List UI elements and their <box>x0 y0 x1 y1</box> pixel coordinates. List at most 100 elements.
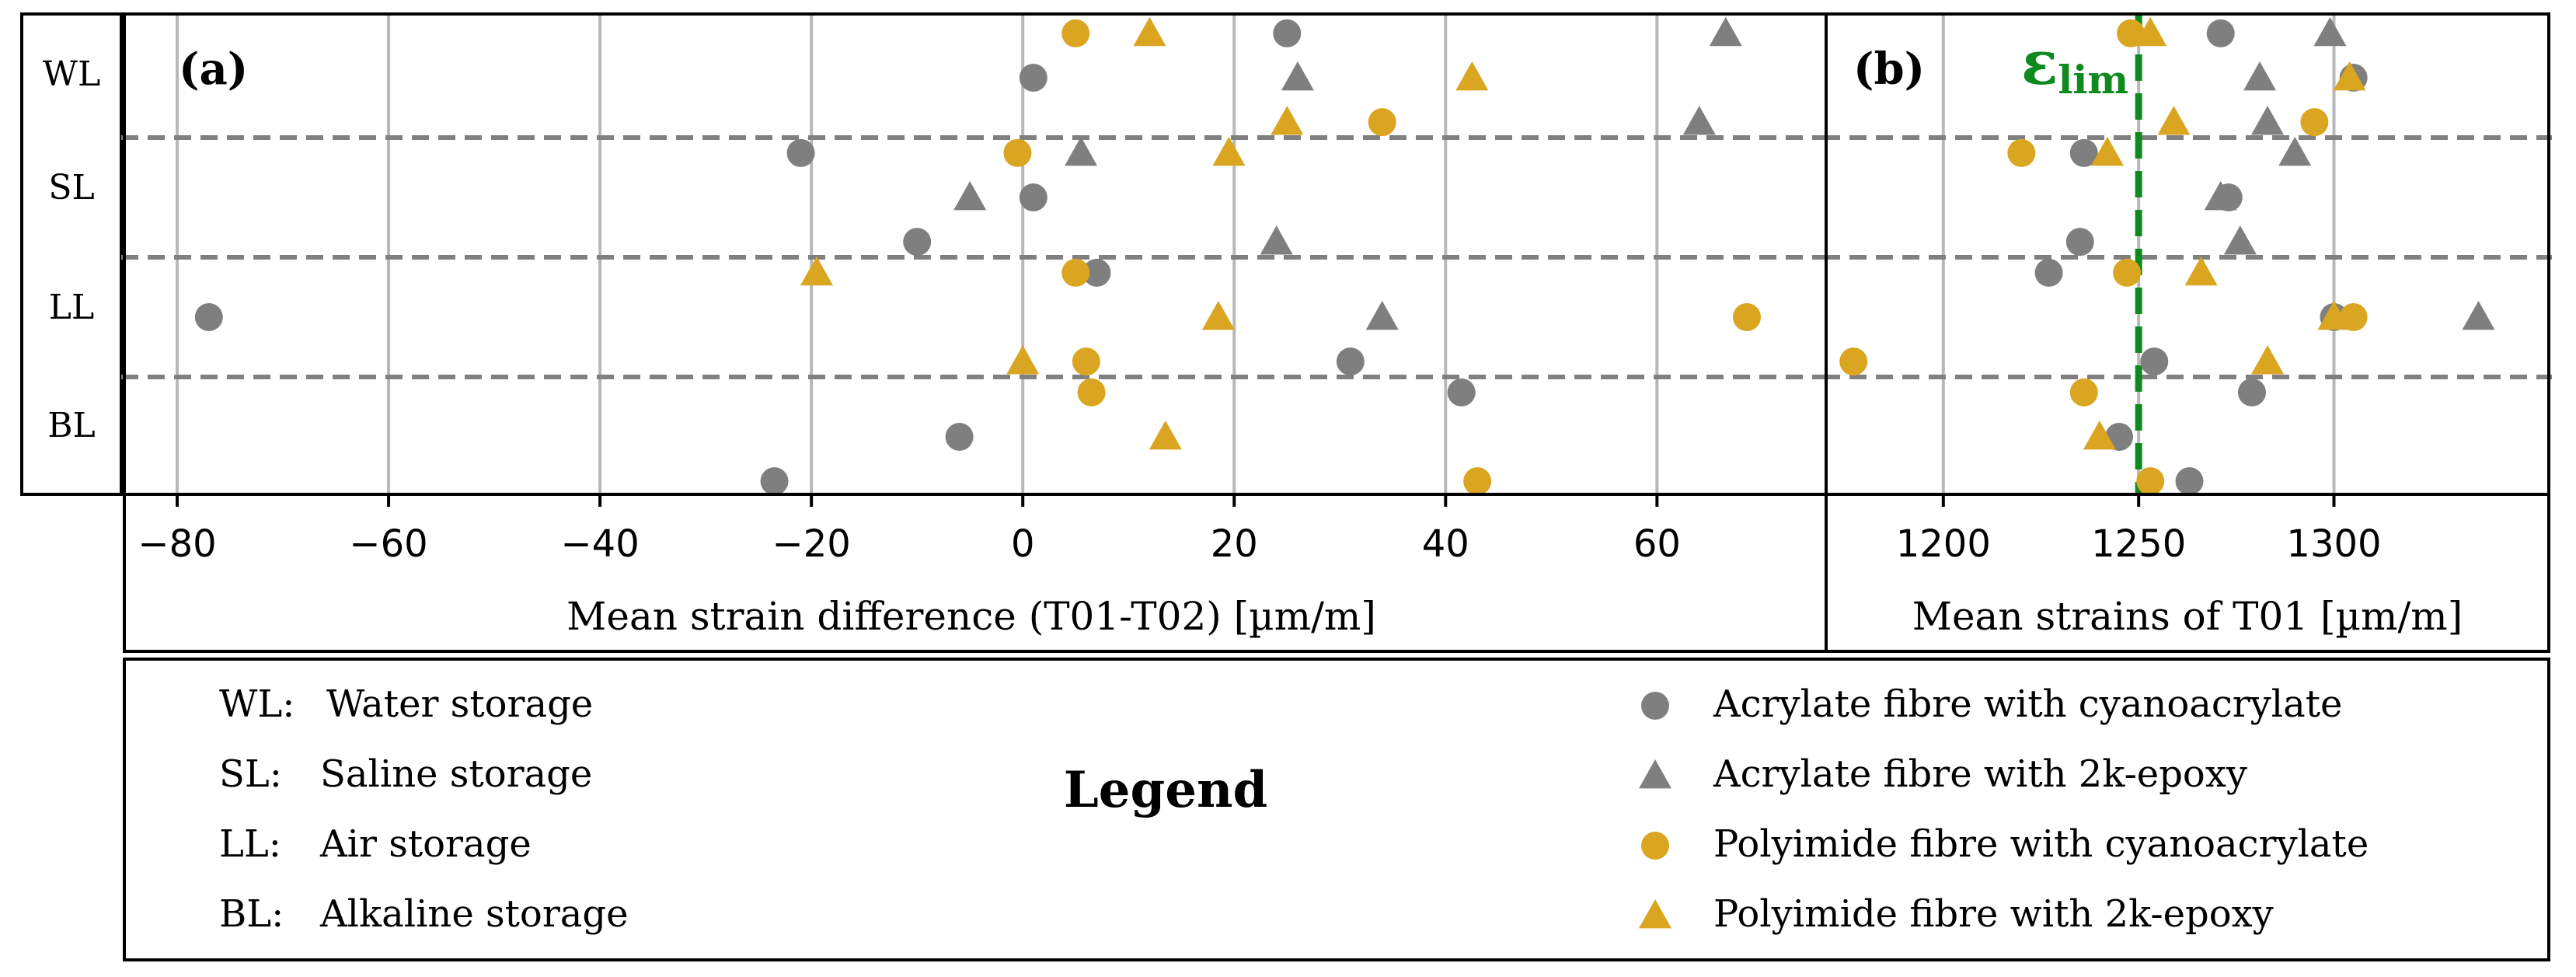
panel-a-point-polyimide-fibre-with-2k-epoxy <box>1133 16 1166 47</box>
panel-b-point-acrylate-fibre-with-cyanoacrylate <box>2034 258 2063 287</box>
panel-a-point-acrylate-fibre-with-2k-epoxy <box>1281 61 1314 91</box>
panel-a-tick-label: −20 <box>772 522 851 566</box>
panel-b-point-acrylate-fibre-with-cyanoacrylate <box>2140 347 2169 376</box>
legend-label-acrylate-epoxy: Acrylate fibre with 2k-epoxy <box>1713 752 2247 796</box>
panel-a-tick-label: −40 <box>560 522 639 566</box>
legend-abbr-key-sl: SL: <box>219 752 282 796</box>
panel-a-point-acrylate-fibre-with-2k-epoxy <box>1709 16 1742 47</box>
panel-b-point-polyimide-fibre-with-cyanoacrylate <box>2069 378 2098 407</box>
legend-label-acrylate-cyano: Acrylate fibre with cyanoacrylate <box>1713 682 2342 726</box>
panel-b-point-polyimide-fibre-with-2k-epoxy <box>2134 16 2167 47</box>
panel-b-point-acrylate-fibre-with-cyanoacrylate <box>2065 228 2094 256</box>
legend-marker-acrylate-fibre-with-2k-epoxy <box>1639 759 1671 789</box>
panel-b-row-separators <box>1823 135 2552 379</box>
panel-b-point-acrylate-fibre-with-2k-epoxy <box>2251 106 2285 135</box>
panel-a-point-acrylate-fibre-with-cyanoacrylate <box>194 303 223 331</box>
legend-title: Legend <box>1064 761 1267 819</box>
row-label-box: WL SL LL BL <box>20 12 123 496</box>
panel-a-point-polyimide-fibre-with-cyanoacrylate <box>1463 467 1492 496</box>
panel-b-point-polyimide-fibre-with-cyanoacrylate <box>2300 108 2329 137</box>
panel-a-point-polyimide-fibre-with-cyanoacrylate <box>1368 108 1396 137</box>
panel-a-point-acrylate-fibre-with-cyanoacrylate <box>945 423 974 451</box>
panel-b-tick-label: 1250 <box>2091 522 2186 566</box>
panel-b-point-acrylate-fibre-with-2k-epoxy <box>2313 16 2347 47</box>
panel-a-gridlines <box>176 16 1659 493</box>
row-label-frame <box>20 12 123 496</box>
panel-a-tick-label: 60 <box>1633 522 1681 566</box>
panel-a-point-polyimide-fibre-with-cyanoacrylate <box>1061 258 1090 287</box>
panel-a-point-acrylate-fibre-with-2k-epoxy <box>953 181 987 211</box>
panel-b-point-polyimide-fibre-with-cyanoacrylate <box>2136 467 2165 496</box>
panel-b-point-polyimide-fibre-with-2k-epoxy <box>2090 136 2124 166</box>
legend-abbr-key-bl: BL: <box>219 892 284 936</box>
panel-a-point-polyimide-fibre-with-cyanoacrylate <box>1077 378 1106 407</box>
panel-a-x-ticks: −80 −60 −40 −20 0 20 40 60 <box>138 494 1681 566</box>
panel-b-point-acrylate-fibre-with-2k-epoxy <box>2278 136 2312 166</box>
panel-a-point-polyimide-fibre-with-cyanoacrylate <box>1072 347 1100 376</box>
legend-label-polyimide-cyano: Polyimide fibre with cyanoacrylate <box>1713 822 2369 866</box>
legend-abbr-text-wl: Water storage <box>326 682 593 726</box>
panel-b-point-polyimide-fibre-with-2k-epoxy <box>2317 301 2351 330</box>
panel-a-point-acrylate-fibre-with-cyanoacrylate <box>760 467 789 496</box>
panel-b-point-polyimide-fibre-with-cyanoacrylate <box>2113 258 2142 287</box>
row-label-wl: WL <box>43 54 100 94</box>
panel-a-point-polyimide-fibre-with-2k-epoxy <box>1006 345 1040 375</box>
panel-a-point-polyimide-fibre-with-2k-epoxy <box>1455 61 1489 91</box>
legend-frame <box>123 658 2550 961</box>
row-label-ll: LL <box>49 288 94 327</box>
legend-marker-polyimide-fibre-with-cyanoacrylate <box>1641 832 1669 860</box>
panel-b-point-acrylate-fibre-with-2k-epoxy <box>2462 301 2495 330</box>
panel-a-tick-label: −80 <box>138 522 216 566</box>
panel-b-point-acrylate-fibre-with-cyanoacrylate <box>2069 138 2098 167</box>
limit-line-label: εlim <box>2021 28 2128 103</box>
panel-b-tick-label: 1200 <box>1896 522 1991 566</box>
panel-a-point-polyimide-fibre-with-2k-epoxy <box>1201 301 1235 330</box>
panel-a-point-acrylate-fibre-with-2k-epoxy <box>1065 136 1098 166</box>
panel-a-point-acrylate-fibre-with-cyanoacrylate <box>1019 64 1047 92</box>
panel-b-point-polyimide-fibre-with-2k-epoxy <box>2157 106 2191 135</box>
panel-a-plot-frame <box>123 12 1828 496</box>
legend-marker-list <box>1639 692 1671 929</box>
panel-a-point-polyimide-fibre-with-cyanoacrylate <box>1003 138 1032 167</box>
panel-b-point-polyimide-fibre-with-2k-epoxy <box>2251 345 2285 375</box>
legend: Legend WL: Water storage SL: Saline stor… <box>123 658 2550 961</box>
panel-b-point-acrylate-fibre-with-2k-epoxy <box>2223 225 2257 255</box>
panel-a-point-acrylate-fibre-with-2k-epoxy <box>1260 225 1293 255</box>
panel-b-point-polyimide-fibre-with-2k-epoxy <box>2083 420 2116 450</box>
legend-marker-acrylate-fibre-with-cyanoacrylate <box>1641 692 1669 720</box>
panel-b-point-acrylate-fibre-with-2k-epoxy <box>2243 61 2276 91</box>
row-label-sl: SL <box>48 168 94 208</box>
limit-symbol: ε <box>2021 28 2058 99</box>
panel-a-point-acrylate-fibre-with-cyanoacrylate <box>1019 183 1047 211</box>
panel-b-point-acrylate-fibre-with-cyanoacrylate <box>2237 378 2266 407</box>
panel-b-point-acrylate-fibre-with-2k-epoxy <box>2204 181 2237 211</box>
panel-a-tick-label: 0 <box>1011 522 1035 566</box>
panel-b-point-acrylate-fibre-with-cyanoacrylate <box>2206 19 2235 47</box>
panel-a-tick-label: 40 <box>1422 522 1469 566</box>
panel-a-xlabel: Mean strain difference (T01-T02) [µm/m] <box>566 594 1376 639</box>
panel-a-point-polyimide-fibre-with-2k-epoxy <box>1149 420 1182 450</box>
panel-b-data-points <box>1839 16 2495 496</box>
panel-a-point-polyimide-fibre-with-2k-epoxy <box>1212 136 1246 166</box>
panel-b-point-acrylate-fibre-with-cyanoacrylate <box>2175 467 2204 496</box>
panel-a-data-points <box>194 16 1761 496</box>
panel-a-point-polyimide-fibre-with-cyanoacrylate <box>1061 19 1090 47</box>
panel-a-point-acrylate-fibre-with-cyanoacrylate <box>786 138 815 167</box>
panel-a-tick-label: −60 <box>349 522 427 566</box>
panel-a-row-separators <box>121 135 1829 379</box>
panel-b-point-polyimide-fibre-with-cyanoacrylate <box>2007 138 2036 167</box>
legend-abbr-key-wl: WL: <box>219 682 295 726</box>
limit-subscript: lim <box>2058 57 2128 103</box>
panel-a-point-acrylate-fibre-with-2k-epoxy <box>1682 106 1716 135</box>
panel-a-point-acrylate-fibre-with-cyanoacrylate <box>903 228 932 256</box>
panel-a-label: (a) <box>179 44 248 95</box>
row-label-bl: BL <box>47 406 96 445</box>
legend-abbr-key-ll: LL: <box>219 822 281 866</box>
panel-b: 1200 1250 1300 (b) εlim Mean strains of T0… <box>1823 12 2552 653</box>
panel-b-xlabel: Mean strains of T01 [µm/m] <box>1912 594 2463 639</box>
panel-a-point-acrylate-fibre-with-cyanoacrylate <box>1336 347 1365 376</box>
legend-abbr-text-bl: Alkaline storage <box>319 892 629 936</box>
panel-a-point-polyimide-fibre-with-cyanoacrylate <box>1732 303 1761 331</box>
panel-a-point-acrylate-fibre-with-2k-epoxy <box>1365 301 1399 330</box>
